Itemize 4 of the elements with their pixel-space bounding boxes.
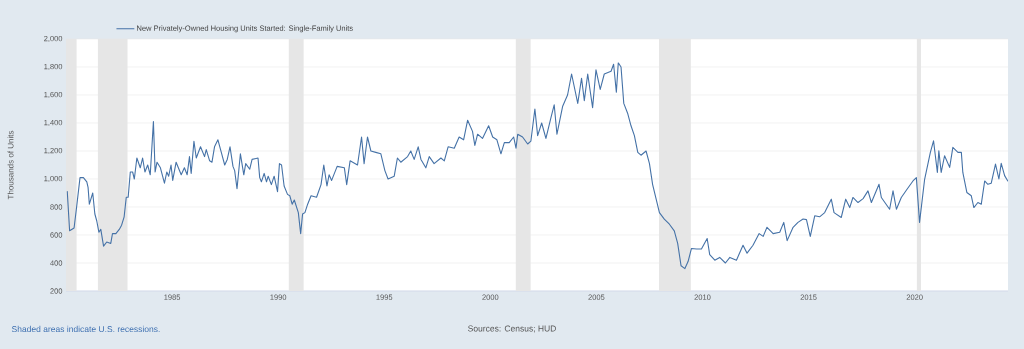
- source-note: Sources: Census; HUD: [468, 325, 556, 333]
- y-axis-title: Thousands of Units: [7, 130, 14, 200]
- line-series: [66, 62, 1009, 270]
- text: Shaded areas indicate U.S. recessions.: [11, 325, 160, 333]
